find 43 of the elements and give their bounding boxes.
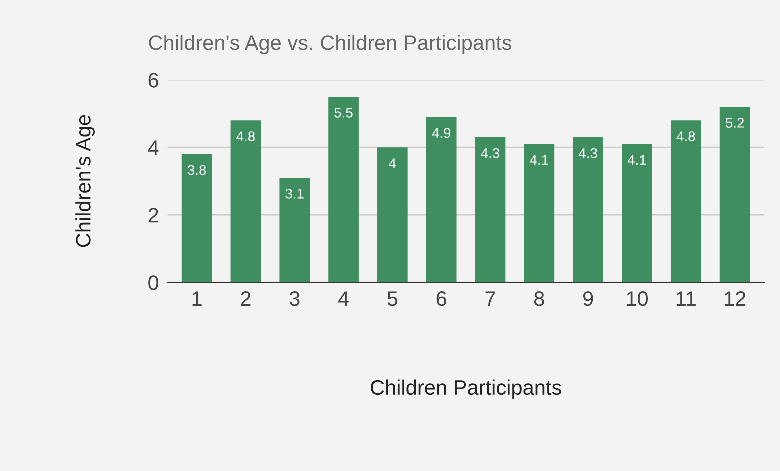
x-tick-label: 6	[436, 291, 446, 306]
y-axis-title: Children's Age	[76, 115, 96, 248]
y-tick-label: 0	[148, 276, 159, 290]
bar	[280, 178, 310, 283]
data-label: 3.1	[286, 188, 304, 199]
x-tick-label: 11	[676, 292, 696, 306]
x-tick-label: 2	[241, 291, 251, 306]
x-tick-label: 5	[388, 292, 398, 306]
bar	[230, 120, 262, 283]
data-label: 5.2	[726, 118, 744, 128]
data-label: 4.3	[481, 148, 500, 158]
data-label: 4.1	[530, 155, 548, 165]
x-tick-label: 10	[627, 291, 648, 306]
data-label: 4.9	[432, 128, 451, 138]
bar	[524, 144, 555, 283]
x-tick-label: 7	[486, 292, 496, 306]
bar	[573, 137, 604, 283]
bar	[622, 144, 652, 283]
x-tick-label: 3	[290, 291, 300, 306]
bar	[426, 117, 457, 283]
data-label: 4.8	[676, 132, 696, 142]
bar	[328, 96, 359, 283]
x-tick-label: 4	[338, 292, 349, 306]
y-tick-label: 4	[148, 140, 159, 156]
x-tick-label: 9	[584, 291, 594, 306]
x-tick-label: 12	[725, 291, 746, 306]
bar	[670, 120, 702, 283]
x-tick-label: 1	[192, 292, 202, 306]
data-label: 4.3	[578, 148, 598, 158]
data-label: 3.8	[188, 165, 206, 176]
data-label: 5.5	[334, 108, 353, 118]
x-axis-title: Children Participants	[371, 380, 562, 400]
data-label: 4.8	[236, 132, 256, 142]
bar	[720, 107, 750, 283]
y-tick-label: 6	[148, 73, 158, 88]
bar	[475, 137, 506, 283]
bar	[378, 148, 408, 283]
x-tick-label: 8	[534, 291, 544, 306]
data-label: 4.1	[628, 155, 646, 165]
data-label: 4	[389, 158, 396, 168]
bar	[182, 154, 212, 283]
y-tick-label: 2	[148, 208, 158, 223]
chart-title: Children's Age vs. Children Participants	[149, 35, 512, 54]
